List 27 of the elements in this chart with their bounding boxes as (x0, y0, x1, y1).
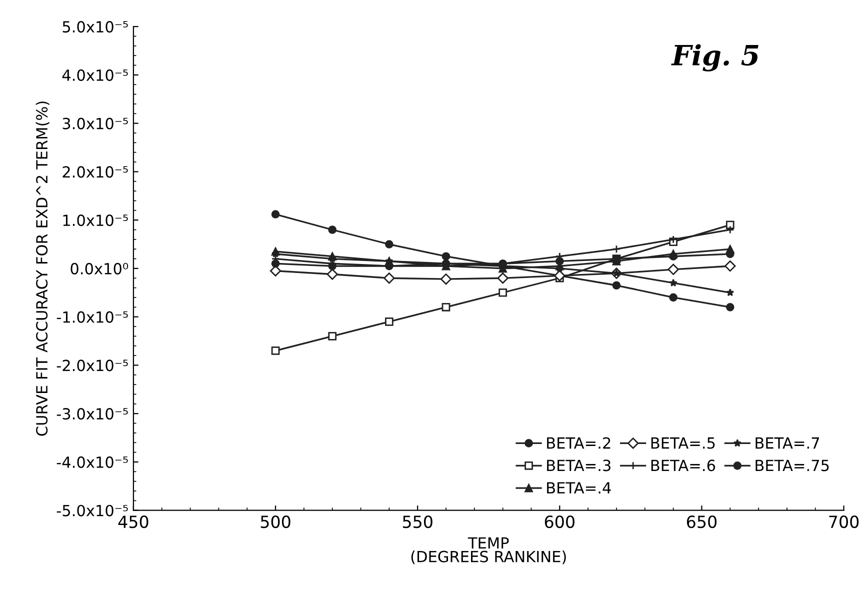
y-tick-label: 1.0x10⁻⁵ (63, 214, 128, 226)
x-axis-title: TEMP (DEGREES RANKINE) (411, 537, 566, 564)
y-tick-label: -5.0x10⁻⁵ (56, 504, 128, 516)
y-tick-label: -4.0x10⁻⁵ (56, 456, 128, 468)
x-tick-label: 700 (829, 516, 859, 528)
y-tick-label: -2.0x10⁻⁵ (56, 360, 128, 372)
y-tick-label: 2.0x10⁻⁵ (62, 166, 128, 178)
y-tick-label: -3.0x10⁻⁵ (56, 408, 128, 420)
y-tick-label: 5.0x10⁻⁵ (62, 21, 128, 33)
x-tick-label: 500 (260, 516, 290, 528)
x-tick-label: 650 (686, 516, 717, 528)
legend-label: BETA=.5 (651, 437, 715, 449)
x-tick-label: 600 (544, 516, 574, 528)
x-tick-label: 550 (402, 516, 432, 528)
y-tick-label: 3.0x10⁻⁵ (62, 118, 128, 130)
y-tick-label: -1.0x10⁻⁵ (56, 311, 128, 323)
x-tick-label: 450 (118, 516, 148, 528)
legend-label: BETA=.3 (547, 460, 610, 472)
y-axis-title: CURVE FIT ACCURACY FOR EXD^2 TERM(%) (36, 102, 50, 436)
legend-label: BETA=.75 (756, 460, 829, 472)
legend-label: BETA=.6 (651, 460, 716, 472)
legend-label: BETA=.4 (547, 482, 611, 494)
legend-label: BETA=.2 (547, 437, 610, 449)
legend-label: BETA=.7 (756, 437, 820, 449)
y-tick-label: 4.0x10⁻⁵ (62, 69, 128, 81)
annotation: Fig. 5 (671, 44, 758, 72)
y-tick-label: 0.0x10⁰ (70, 262, 128, 274)
